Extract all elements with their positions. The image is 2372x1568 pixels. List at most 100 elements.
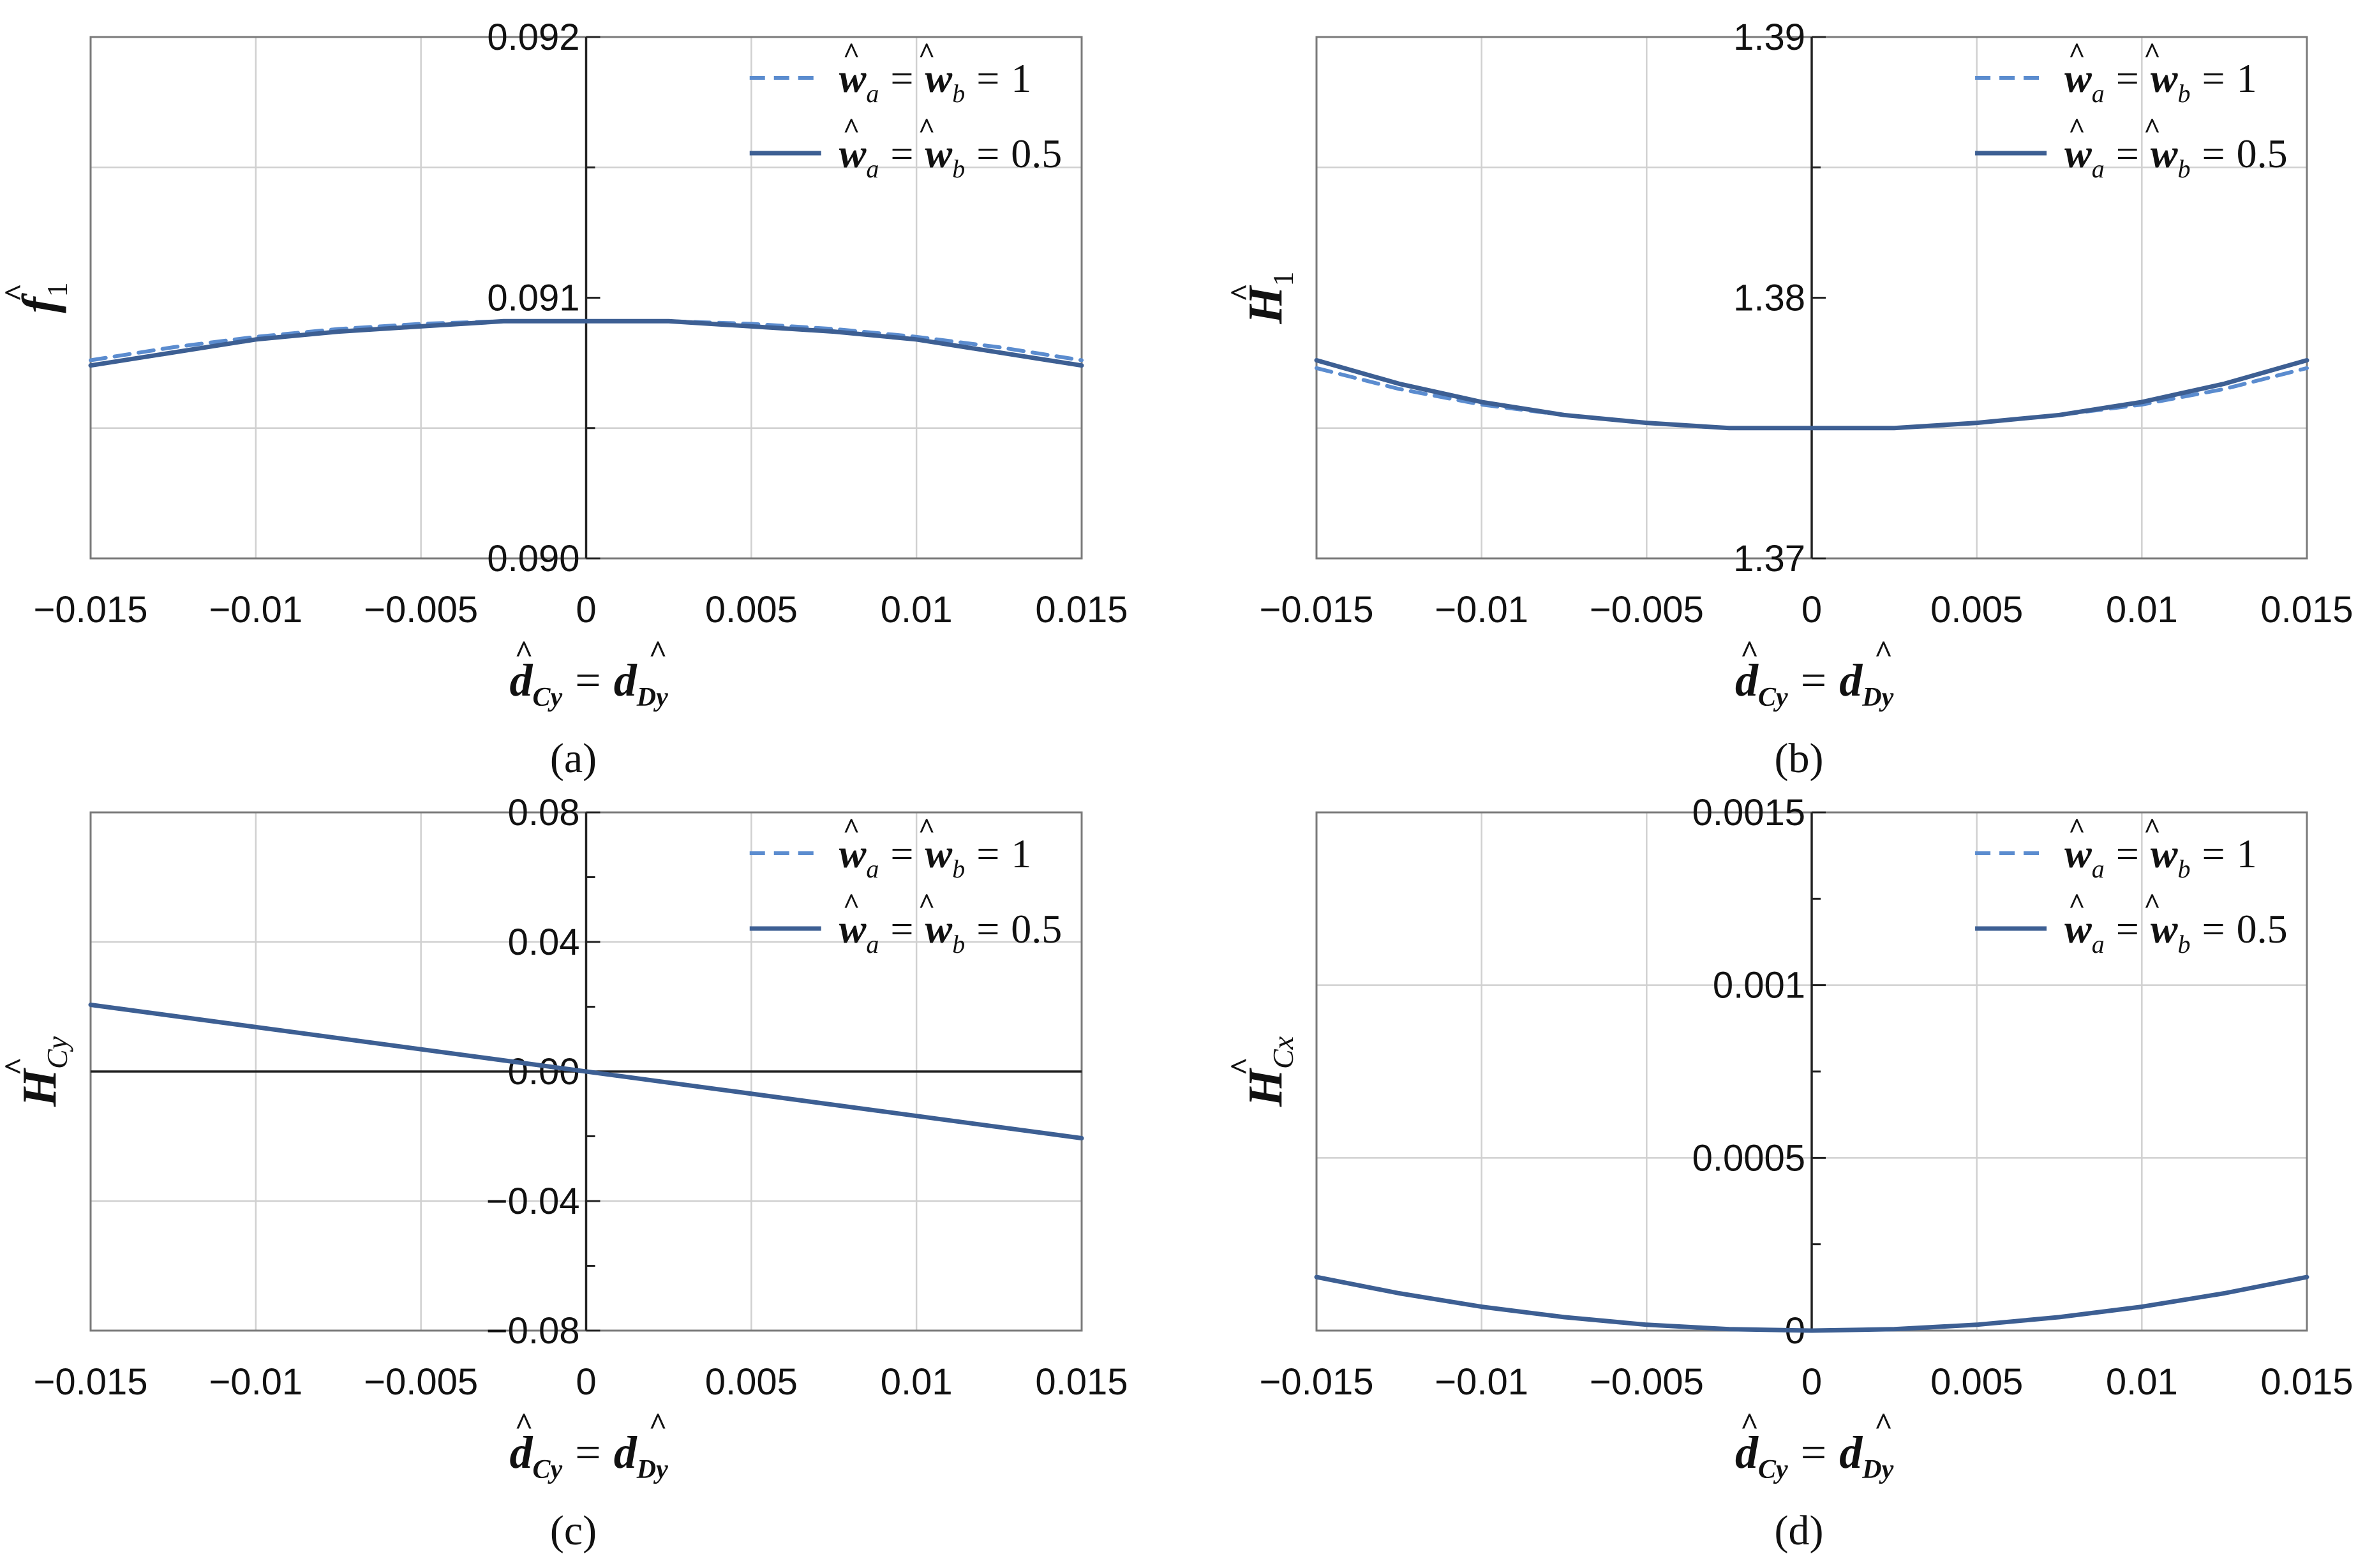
legend-subscript: a [2092,855,2105,883]
legend-subscript: b [2178,930,2191,959]
x-tick-label: −0.01 [209,1361,302,1403]
x-tick-label: 0.01 [881,1361,953,1403]
legend-subscript: a [2092,154,2105,183]
x-tick-label: 0.015 [2260,1361,2353,1403]
legend-equals: = [2202,56,2225,101]
x-axis-subscript: Dy [636,1455,668,1484]
legend-equals: = [890,906,913,952]
legend-hat: ^ [2068,887,2085,920]
x-axis-subscript: Cy [533,683,563,712]
legend-hat: ^ [2068,36,2085,69]
legend-symbol: w [925,831,953,876]
x-tick-label: 0.005 [705,589,798,631]
x-tick-label: 0.01 [2106,1361,2178,1403]
legend-hat: ^ [843,812,860,844]
x-tick-label: 0 [576,1361,596,1403]
legend-entry: wa = wb = 1 [2064,56,2257,108]
x-axis-symbol: d [614,655,638,706]
legend-value: 1 [2237,56,2257,101]
x-axis-equals: = [575,655,601,706]
x-axis-symbol: d [1839,655,1863,706]
y-tick-label: 1.37 [1733,538,1805,579]
series-line-w05 [88,318,1084,368]
legend-symbol: w [2064,56,2092,101]
y-axis-label: HCx [1239,1036,1299,1107]
y-tick-label: 0.04 [508,922,580,963]
y-axis-symbol: H [1239,1067,1292,1107]
x-tick-label: 0 [1801,1361,1822,1403]
series-line-w05 [88,1003,1084,1140]
x-axis-label: dCy = dDy [1735,1427,1894,1484]
x-tick-label: −0.005 [1590,1361,1704,1403]
y-tick-label: 0.0015 [1692,792,1805,833]
legend-equals: = [2116,831,2139,876]
x-tick-label: 0.01 [881,589,953,631]
legend: wa = wb = 1^ ^wa = wb = 0.5^ ^ [1975,36,2288,183]
x-tick-label: −0.005 [364,589,478,631]
x-tick-label: −0.015 [1259,589,1373,631]
y-tick-label: 0.092 [487,17,579,58]
x-tick-label: 0.015 [1035,1361,1128,1403]
x-axis-subscript: Cy [1758,1455,1788,1484]
x-axis-hat: ^ [1874,634,1893,669]
x-tick-label: −0.005 [1590,589,1704,631]
panel-caption: (c) [550,1507,597,1554]
x-axis-symbol: d [614,1427,638,1478]
legend-hat: ^ [2068,812,2085,844]
y-tick-label: 0.090 [487,538,579,579]
x-axis-hat: ^ [515,1406,533,1442]
legend-entry: wa = wb = 1 [839,831,1032,883]
y-tick-label: 0.00 [508,1051,580,1093]
series-line-w05 [1314,1274,2309,1333]
legend: wa = wb = 1^ ^wa = wb = 0.5^ ^ [1975,812,2288,959]
x-tick-label: −0.01 [1435,1361,1528,1403]
legend-subscript: a [866,79,879,108]
legend-symbol: w [2151,831,2178,876]
legend-value: 1 [1011,56,1031,101]
legend-value: 1 [2237,831,2257,876]
x-axis-subscript: Dy [1861,1455,1893,1484]
legend-subscript: b [2178,154,2191,183]
legend-subscript: b [2178,855,2191,883]
x-axis-subscript: Dy [636,683,668,712]
y-axis-subscript: 1 [1267,271,1299,286]
legend-hat: ^ [843,36,860,69]
legend-equals: = [2202,906,2225,952]
legend-hat: ^ [2144,36,2161,69]
x-axis-subscript: Cy [1758,683,1788,712]
legend-equals: = [2202,131,2225,176]
x-tick-label: −0.015 [33,589,147,631]
legend-symbol: w [925,131,953,176]
panel-a: 0.090 0.091 0.092 −0.015 −0.01 −0.005 0 0.005 0.… [0,17,1128,782]
x-tick-label: 0.015 [2260,589,2353,631]
legend-entry: wa = wb = 0.5 [839,131,1063,183]
legend-value: 0.5 [2237,131,2288,176]
legend-entry: wa = wb = 0.5 [2064,131,2288,183]
legend-symbol: w [839,906,867,952]
legend-symbol: w [2064,906,2092,952]
y-axis-hat: ^ [0,1057,33,1075]
y-axis-hat: ^ [1223,283,1259,302]
x-tick-label: 0.005 [1930,1361,2023,1403]
legend-symbol: w [839,831,867,876]
y-axis-symbol: H [1239,285,1292,325]
legend-subscript: b [952,930,965,959]
x-axis-hat: ^ [1740,1406,1759,1442]
legend-value: 1 [1011,831,1031,876]
x-axis-hat: ^ [515,634,533,669]
panel-caption: (a) [550,735,597,782]
y-axis-label: H1 [1239,271,1299,324]
legend-equals: = [976,56,999,101]
y-tick-label: 0.091 [487,278,579,319]
y-tick-label: 0.001 [1713,965,1805,1006]
legend-hat: ^ [918,36,936,69]
x-tick-label: −0.01 [1435,589,1528,631]
y-tick-label: 1.38 [1733,278,1805,319]
x-tick-label: −0.01 [209,589,302,631]
x-axis-label: dCy = dDy [510,1427,669,1484]
x-axis-symbol: d [510,1427,533,1478]
legend-equals: = [2116,131,2139,176]
x-axis-hat: ^ [649,1406,668,1442]
panel-caption: (d) [1775,1507,1824,1554]
